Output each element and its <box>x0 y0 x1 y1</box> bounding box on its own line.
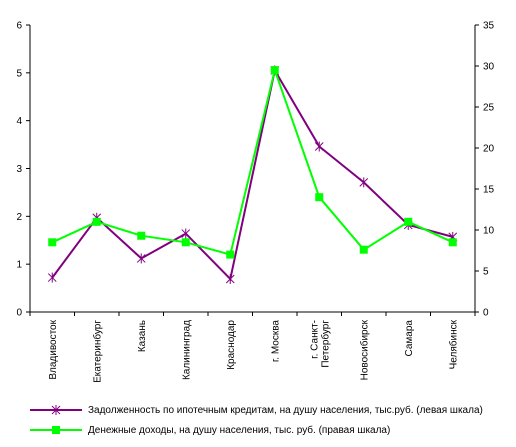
x-tick-label: Калининград <box>181 320 192 380</box>
data-point <box>359 177 369 188</box>
data-point <box>225 273 235 284</box>
legend-label-income: Денежные доходы, на душу населения, тыс.… <box>88 424 391 436</box>
legend-swatch-mortgage-debt <box>30 405 82 415</box>
x-tick-label: Екатеринбург <box>91 320 103 383</box>
legend-swatch-income <box>30 426 82 434</box>
data-point <box>315 193 324 202</box>
y-left-tick-label: 0 <box>16 308 22 319</box>
x-tick-label: Челябинск <box>447 319 459 369</box>
x-tick-label: г. Санкт- <box>309 320 320 359</box>
y-right-tick-label: 0 <box>483 308 489 319</box>
x-tick-label: Самара <box>404 320 415 357</box>
y-right-tick-label: 5 <box>483 267 489 278</box>
y-right-tick-label: 30 <box>483 62 495 73</box>
y-right-tick-label: 20 <box>483 144 495 155</box>
y-right-tick-label: 10 <box>483 226 495 237</box>
x-tick-label: Петербург <box>319 320 331 368</box>
series-line-0 <box>51 67 454 282</box>
x-tick-label: г. Москва <box>270 320 281 363</box>
y-right-tick-label: 15 <box>483 185 495 196</box>
data-point <box>181 238 190 247</box>
series-line-1 <box>51 66 454 256</box>
x-tick-label: Казань <box>137 320 148 352</box>
y-left-tick-label: 4 <box>16 116 22 127</box>
data-point <box>136 253 146 264</box>
data-point <box>137 231 146 240</box>
x-tick-label: Новосибирск <box>358 319 370 380</box>
data-point <box>47 272 57 283</box>
y-right-tick-label: 35 <box>483 21 495 32</box>
data-point <box>359 245 368 254</box>
legend-item-mortgage-debt: Задолженность по ипотечным кредитам, на … <box>30 402 510 418</box>
legend-label-mortgage-debt: Задолженность по ипотечным кредитам, на … <box>88 404 483 416</box>
data-point <box>226 250 235 259</box>
data-point <box>48 238 57 247</box>
y-right-tick-label: 25 <box>483 103 495 114</box>
legend-item-income: Денежные доходы, на душу населения, тыс.… <box>30 422 510 438</box>
x-tick-label: Владивосток <box>48 319 59 379</box>
y-left-tick-label: 3 <box>16 164 22 175</box>
x-tick-label: Краснодар <box>226 320 237 370</box>
data-point <box>314 141 324 152</box>
data-point <box>92 217 101 226</box>
data-point <box>270 66 279 75</box>
y-left-tick-label: 2 <box>16 212 22 223</box>
y-left-tick-label: 5 <box>16 68 22 79</box>
data-point <box>404 217 413 226</box>
data-point <box>448 238 457 247</box>
y-left-tick-label: 1 <box>16 260 22 271</box>
data-point <box>181 228 191 239</box>
y-left-tick-label: 6 <box>16 21 22 32</box>
